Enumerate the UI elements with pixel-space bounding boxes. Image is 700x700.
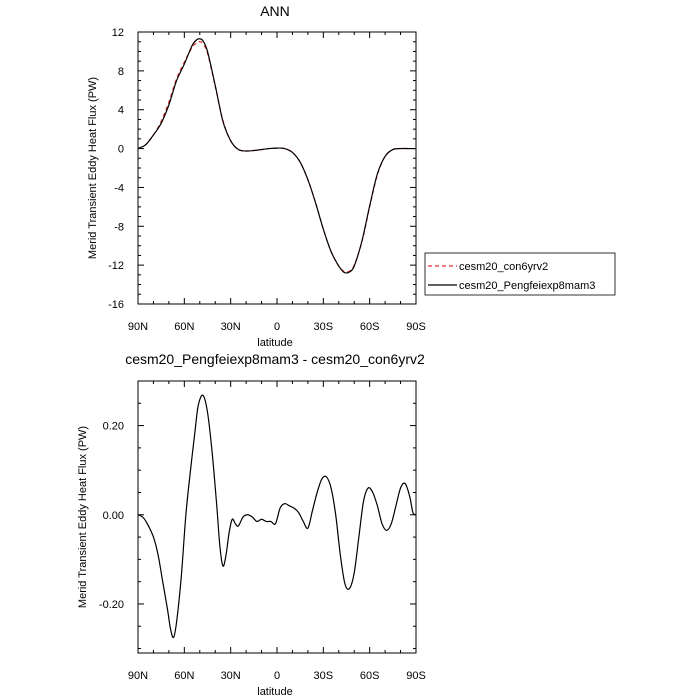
series-line-0-0 — [137, 41, 416, 273]
x-tick-label: 90S — [406, 670, 426, 682]
top-plot-frame — [137, 31, 417, 305]
y-tick-label: -0.20 — [99, 599, 124, 611]
bottom-chart: cesm20_Pengfeiexp8mam3 - cesm20_con6yrv2… — [77, 351, 426, 698]
legend-label-pengfei: cesm20_Pengfeiexp8mam3 — [459, 280, 595, 292]
bottom-chart-series — [137, 394, 417, 639]
top-chart-title: ANN — [260, 3, 290, 19]
top-chart-tick-labels: 90N 60N 30N 0 30S 60S 90S -16 -12 -8 -4 0 4 8 12 — [108, 27, 426, 333]
x-tick-label: 60S — [360, 670, 380, 682]
x-tick-label: 0 — [274, 321, 280, 333]
bottom-chart-tick-labels: 90N 60N 30N 0 30S 60S 90S -0.20 0.00 0.20 — [99, 421, 426, 682]
y-tick-label: -4 — [114, 182, 124, 194]
legend-box — [424, 252, 616, 296]
top-chart-xlabel: latitude — [257, 337, 292, 349]
y-tick-label: 0 — [118, 144, 124, 156]
x-tick-label: 60N — [174, 321, 194, 333]
y-tick-label: -12 — [108, 260, 124, 272]
x-tick-label: 60S — [360, 321, 380, 333]
x-tick-label: 90S — [406, 321, 426, 333]
y-tick-label: 12 — [112, 27, 124, 39]
series-line-0-1 — [137, 38, 416, 274]
x-tick-label: 30N — [221, 670, 241, 682]
series-line-1-0 — [137, 394, 417, 639]
legend: cesm20_con6yrv2 cesm20_Pengfeiexp8mam3 — [424, 252, 616, 296]
top-chart-ylabel: Merid Transient Eddy Heat Flux (PW) — [87, 77, 99, 259]
y-tick-label: 8 — [118, 66, 124, 78]
x-tick-label: 30N — [221, 321, 241, 333]
bottom-chart-ylabel: Merid Transient Eddy Heat Flux (PW) — [77, 426, 89, 608]
y-tick-label: 0.00 — [103, 510, 124, 522]
bottom-chart-title: cesm20_Pengfeiexp8mam3 - cesm20_con6yrv2 — [125, 351, 425, 367]
x-tick-label: 0 — [274, 670, 280, 682]
x-tick-label: 30S — [314, 670, 334, 682]
y-tick-label: -8 — [114, 221, 124, 233]
y-tick-label: -16 — [108, 299, 124, 311]
x-tick-label: 60N — [174, 670, 194, 682]
top-chart-series — [137, 38, 416, 274]
x-tick-label: 90N — [128, 321, 148, 333]
top-chart: ANN 90N 60N 30N 0 30S 60S 90S -16 -12 -8 -4 0 4 8 12 l… — [87, 3, 426, 349]
x-tick-label: 90N — [128, 670, 148, 682]
y-tick-label: 4 — [118, 105, 124, 117]
y-tick-label: 0.20 — [103, 421, 124, 433]
legend-label-con6yrv2: cesm20_con6yrv2 — [459, 261, 548, 273]
bottom-plot-frame — [137, 380, 417, 654]
bottom-chart-xlabel: latitude — [257, 686, 292, 698]
x-tick-label: 30S — [314, 321, 334, 333]
